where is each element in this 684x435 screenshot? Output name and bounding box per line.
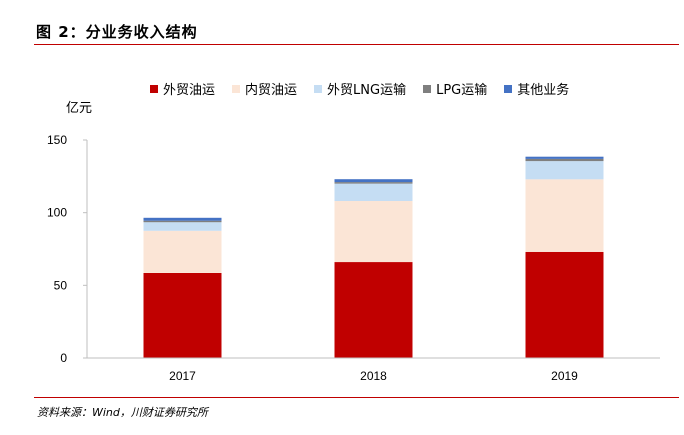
legend-item-series-4: LPG运输 <box>423 79 487 98</box>
legend-swatch-series-5 <box>504 84 513 93</box>
title-divider <box>34 44 679 45</box>
bar-2018-series-2 <box>334 201 413 262</box>
bar-2017-series-2 <box>143 230 222 273</box>
legend-swatch-series-2 <box>232 84 241 93</box>
legend-swatch-series-1 <box>150 84 158 93</box>
bar-2017-series-3 <box>143 222 222 231</box>
y-axis-label: 亿元 <box>66 101 93 116</box>
source-divider <box>34 397 679 398</box>
y-tick-label: 150 <box>47 133 67 147</box>
x-tick-label: 2017 <box>169 369 196 383</box>
legend-item-series-1: 外贸油运 <box>150 79 215 98</box>
legend-swatch-series-4 <box>423 84 432 93</box>
x-tick-label: 2019 <box>551 369 578 383</box>
x-tick-label: 2018 <box>360 369 387 383</box>
legend-label-series-4: LPG运输 <box>436 83 488 98</box>
legend-swatch-series-3 <box>314 84 323 93</box>
bar-2019-series-5 <box>525 156 604 159</box>
figure-title: 图 2：分业务收入结构 <box>36 23 198 41</box>
bar-2017-series-4 <box>143 220 222 223</box>
legend-item-series-2: 内贸油运 <box>232 79 297 98</box>
bar-2017-series-1 <box>143 273 222 358</box>
legend-item-series-5: 其他业务 <box>504 79 569 98</box>
legend-label-series-2: 内贸油运 <box>245 83 298 98</box>
bar-2018-series-1 <box>334 262 413 358</box>
bar-2018-series-3 <box>334 183 413 201</box>
legend-label-series-1: 外贸油运 <box>163 83 216 98</box>
bar-2018-series-4 <box>334 182 413 184</box>
y-tick-label: 100 <box>47 206 67 220</box>
bar-2019-series-1 <box>525 251 604 358</box>
bar-2019-series-2 <box>525 179 604 252</box>
source-note: 资料来源：Wind，川财证券研究所 <box>37 406 208 419</box>
bar-2019-series-4 <box>525 158 604 162</box>
axis-layer: 2017 2018 2019 0 50 100 150 <box>47 133 660 383</box>
bar-layer <box>143 156 604 358</box>
y-tick-label: 50 <box>54 278 68 292</box>
bar-2017-series-5 <box>143 217 222 221</box>
legend-item-series-3: 外贸LNG运输 <box>314 79 406 98</box>
legend-label-series-5: 其他业务 <box>517 83 570 98</box>
bar-2018-series-5 <box>334 179 413 183</box>
chart-legend: 外贸油运 内贸油运 外贸LNG运输 LPG运输 其他业务 <box>150 79 586 98</box>
legend-label-series-3: 外贸LNG运输 <box>327 83 407 98</box>
bar-2019-series-3 <box>525 161 604 180</box>
y-tick-label: 0 <box>60 351 67 365</box>
